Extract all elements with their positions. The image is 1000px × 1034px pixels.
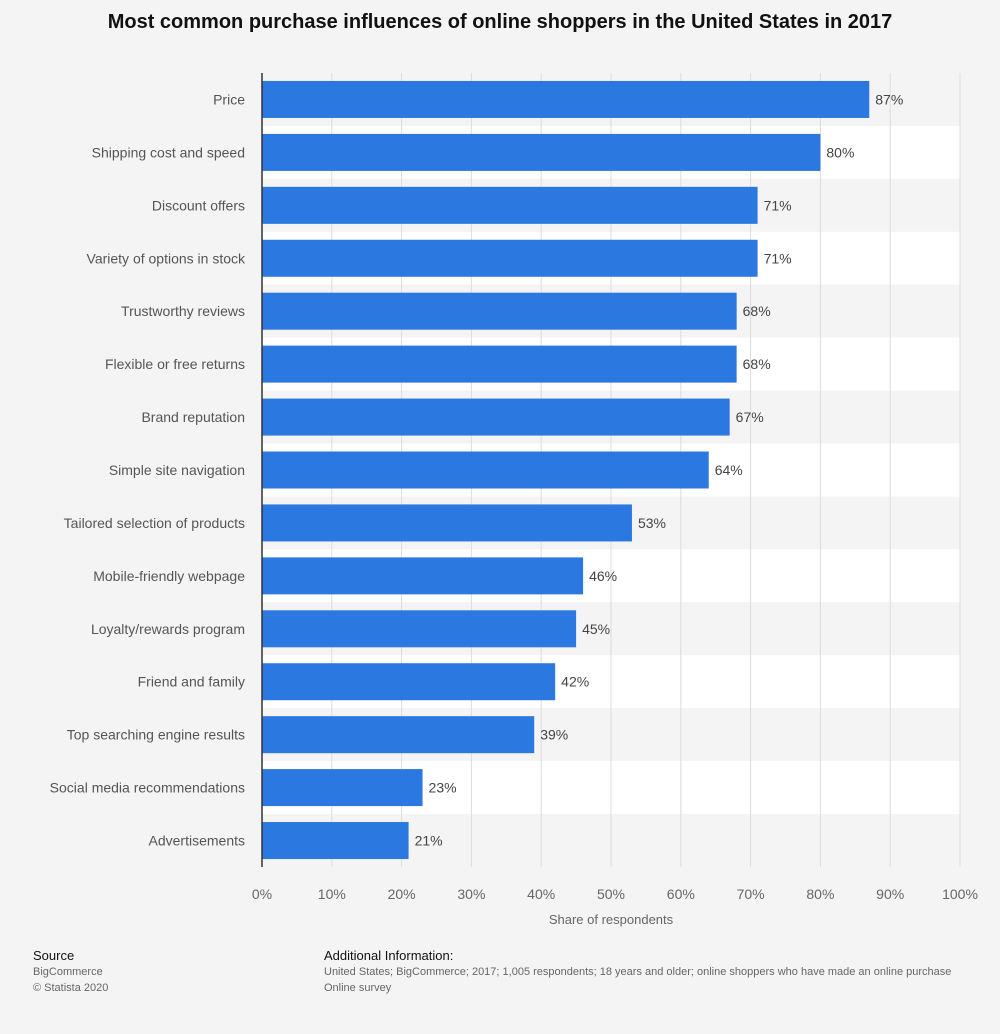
value-label: 21% (415, 833, 443, 849)
category-label: Variety of options in stock (87, 250, 246, 266)
x-tick-label: 10% (318, 886, 346, 902)
value-label: 53% (638, 515, 666, 531)
additional-info-block: Additional Information: United States; B… (324, 948, 1000, 996)
x-tick-label: 20% (388, 886, 416, 902)
x-tick-label: 80% (806, 886, 834, 902)
category-label: Social media recommendations (50, 780, 245, 796)
value-label: 42% (561, 674, 589, 690)
value-label: 68% (743, 303, 771, 319)
value-label: 39% (540, 727, 568, 743)
value-label: 71% (764, 197, 792, 213)
value-label: 87% (875, 91, 903, 107)
category-label: Flexible or free returns (105, 356, 245, 372)
category-label: Tailored selection of products (64, 515, 245, 531)
x-tick-label: 30% (457, 886, 485, 902)
bar (262, 80, 870, 118)
value-label: 67% (736, 409, 764, 425)
x-tick-label: 60% (667, 886, 695, 902)
bar (262, 663, 556, 701)
chart-title: Most common purchase influences of onlin… (107, 11, 893, 33)
x-tick-label: 70% (737, 886, 765, 902)
bar (262, 292, 737, 330)
x-tick-label: 100% (942, 886, 978, 902)
value-label: 46% (589, 568, 617, 584)
bar (262, 451, 709, 489)
value-label: 64% (715, 462, 743, 478)
bar (262, 398, 730, 436)
category-label: Shipping cost and speed (92, 144, 245, 160)
value-label: 45% (582, 621, 610, 637)
bar (262, 239, 758, 277)
bar (262, 769, 423, 807)
value-label: 71% (764, 250, 792, 266)
additional-info-text: United States; BigCommerce; 2017; 1,005 … (324, 966, 952, 978)
category-label: Loyalty/rewards program (91, 621, 245, 637)
category-label: Advertisements (149, 833, 245, 849)
category-label: Price (213, 91, 245, 107)
x-axis-title: Share of respondents (549, 912, 674, 927)
x-tick-label: 90% (876, 886, 904, 902)
category-label: Simple site navigation (109, 462, 245, 478)
survey-type-text: Online survey (324, 982, 392, 994)
source-block: Source BigCommerce © Statista 2020 (33, 948, 273, 996)
value-label: 80% (826, 144, 854, 160)
value-label: 68% (743, 356, 771, 372)
bar (262, 504, 632, 542)
category-label: Top searching engine results (67, 727, 245, 743)
additional-info-heading: Additional Information: (324, 948, 454, 963)
bar (262, 186, 758, 224)
bar (262, 716, 535, 754)
category-label: Mobile-friendly webpage (93, 568, 245, 584)
category-label: Trustworthy reviews (121, 303, 245, 319)
bar-chart: Price 87% Shipping cost and speed 80% Discou… (50, 73, 978, 927)
x-tick-label: 40% (527, 886, 555, 902)
category-label: Brand reputation (141, 409, 245, 425)
copyright-text: © Statista 2020 (33, 982, 109, 994)
bar (262, 822, 409, 860)
category-label: Friend and family (138, 674, 245, 690)
value-label: 23% (429, 780, 457, 796)
x-tick-label: 50% (597, 886, 625, 902)
chart-area: Price 87% Shipping cost and speed 80% Discou… (50, 73, 978, 927)
source-name[interactable]: BigCommerce (33, 966, 103, 978)
bar (262, 133, 821, 171)
bar (262, 345, 737, 383)
bar (262, 610, 577, 648)
x-tick-label: 0% (252, 886, 272, 902)
bar (262, 557, 584, 595)
category-label: Discount offers (152, 197, 245, 213)
source-heading: Source (33, 948, 75, 963)
